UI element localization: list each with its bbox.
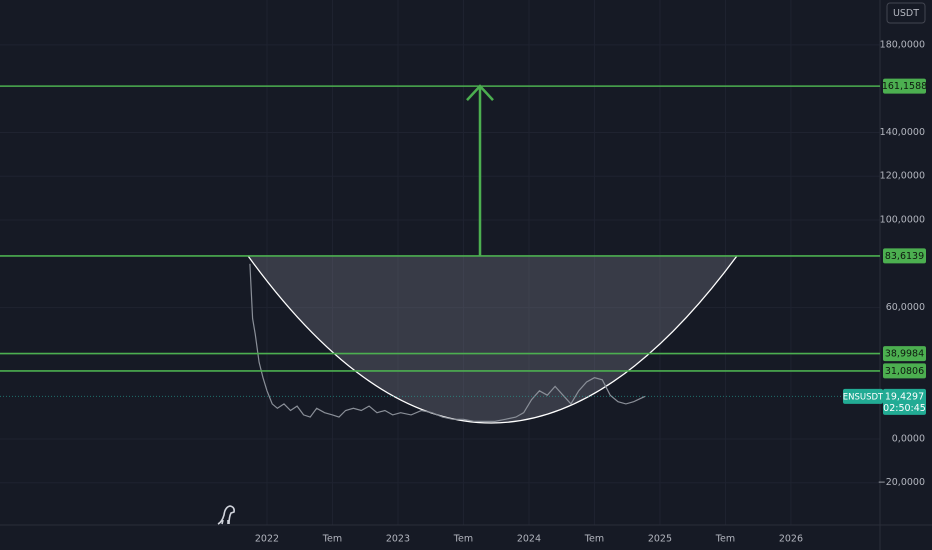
symbol-tag-bg (843, 388, 883, 404)
x-tick-label: Tem (453, 534, 473, 545)
level-label: 31,0806 (885, 366, 924, 377)
x-tick-label: Tem (322, 534, 342, 545)
level-label: 83,6139 (885, 251, 924, 262)
level-label: 161,1588 (882, 81, 927, 92)
x-tick-label: 2022 (255, 534, 279, 545)
currency-box[interactable] (886, 2, 926, 24)
target-arrow (466, 84, 494, 256)
y-tick-label: 0,0000 (892, 433, 925, 444)
y-tick-label: 180,0000 (880, 39, 925, 50)
symbol-tag: ENSUSDT (843, 392, 884, 402)
level-label-bg (883, 363, 926, 379)
y-tick-label: 120,0000 (880, 171, 925, 182)
logo[interactable] (217, 505, 235, 525)
y-tick-label: −20,0000 (878, 477, 925, 488)
level-label-bg (883, 78, 926, 94)
y-tick-label: 140,0000 (880, 127, 925, 138)
x-tick-label: 2025 (648, 534, 672, 545)
price-line (249, 263, 646, 422)
level-label: 38,9984 (885, 349, 924, 360)
level-label-bg (883, 346, 926, 362)
x-tick-label: 2023 (386, 534, 410, 545)
last-price-bg (883, 388, 926, 415)
level-label-bg (883, 248, 926, 264)
y-tick-label: 60,0000 (886, 302, 925, 313)
currency-label[interactable]: USDT (893, 8, 919, 19)
cup-curve (247, 255, 738, 424)
x-tick-label: 2024 (517, 534, 541, 545)
countdown: 02:50:45 (883, 403, 926, 414)
last-price-label: 19,4297 (885, 391, 924, 402)
x-tick-label: 2026 (779, 534, 803, 545)
y-tick-label: 100,0000 (880, 215, 925, 226)
x-tick-label: Tem (715, 534, 735, 545)
x-tick-label: Tem (584, 534, 604, 545)
